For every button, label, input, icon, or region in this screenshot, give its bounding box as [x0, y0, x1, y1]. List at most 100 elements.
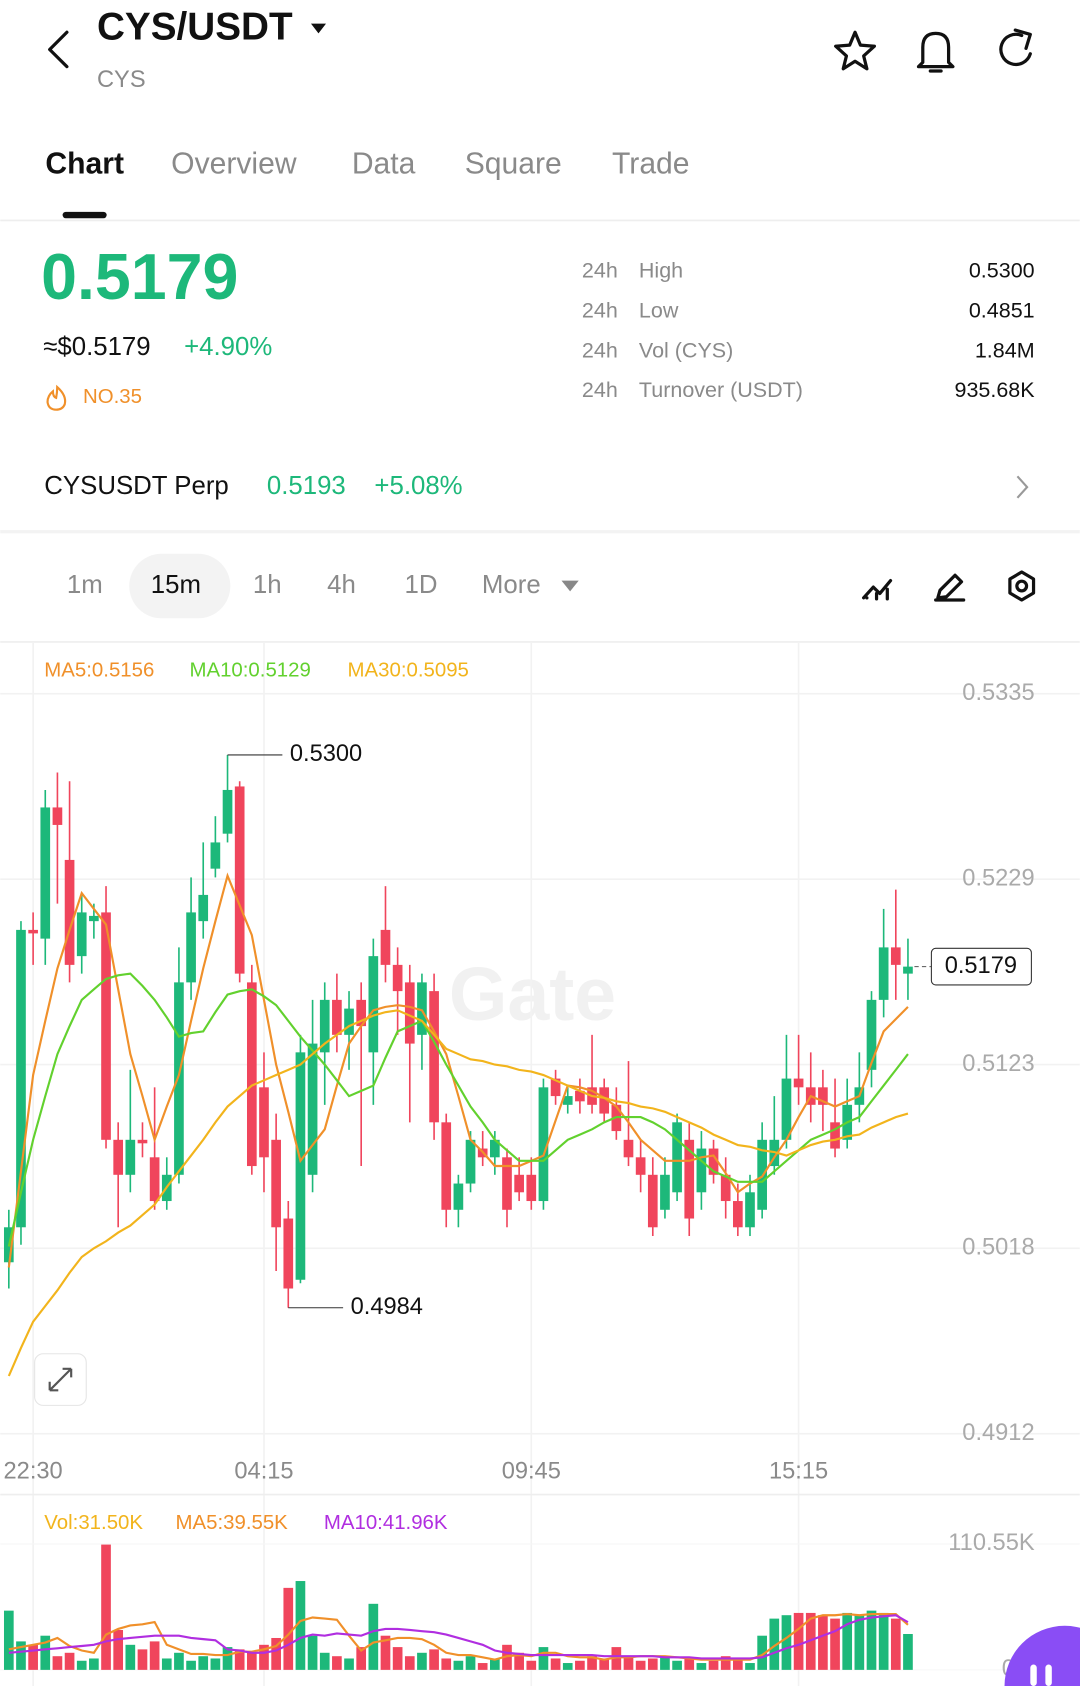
- alert-icon[interactable]: [916, 31, 955, 73]
- volume-bar: [40, 1635, 51, 1670]
- x-tick-label: 09:45: [502, 1458, 561, 1484]
- stat-label: Vol (CYS): [639, 338, 733, 362]
- volume-bar: [210, 1658, 221, 1670]
- volume-bar: [319, 1652, 330, 1670]
- perp-chevron[interactable]: [1016, 475, 1029, 499]
- more-caret[interactable]: [561, 580, 579, 592]
- volume-bar: [818, 1615, 828, 1670]
- x-tick-label: 04:15: [234, 1458, 293, 1484]
- candle-body: [307, 1043, 318, 1175]
- candle-body: [246, 982, 257, 1167]
- volume-bar: [903, 1633, 913, 1670]
- volume-bar: [149, 1641, 160, 1670]
- volume-bar: [660, 1656, 670, 1670]
- candle-body: [198, 894, 209, 922]
- candle-body: [149, 1157, 160, 1202]
- y-tick-label: 0.5123: [962, 1051, 1034, 1077]
- candle-body: [575, 1090, 585, 1102]
- y-tick-label: 110.55K: [948, 1530, 1035, 1556]
- volume-bar: [441, 1658, 452, 1670]
- candle-body: [356, 999, 367, 1027]
- interval[interactable]: 15m: [151, 571, 201, 599]
- volume-bar: [417, 1652, 427, 1670]
- last-price: 0.5179: [41, 241, 238, 313]
- usd-price: ≈$0.5179: [43, 333, 150, 361]
- interval[interactable]: 1h: [253, 571, 282, 599]
- tab[interactable]: Overview: [171, 148, 297, 181]
- volume-bar: [307, 1635, 318, 1670]
- stat-period: 24h: [582, 378, 618, 402]
- volume-bar: [28, 1644, 38, 1670]
- divider: [0, 530, 1080, 534]
- volume-bar: [161, 1658, 172, 1670]
- settings-icon[interactable]: [1008, 570, 1036, 602]
- interval[interactable]: 1m: [67, 571, 103, 599]
- candle-body: [550, 1078, 561, 1097]
- volume-bar: [830, 1618, 840, 1670]
- tab[interactable]: Chart: [45, 148, 124, 181]
- volume-bar: [538, 1647, 549, 1670]
- volume-bar: [76, 1660, 87, 1670]
- perp-name[interactable]: CYSUSDT Perp: [44, 472, 228, 500]
- y-tick-label: 0.5335: [962, 680, 1034, 706]
- back-button[interactable]: [48, 30, 69, 69]
- volume-bar: [550, 1658, 561, 1670]
- pair-dropdown[interactable]: [310, 23, 327, 34]
- volume-bar: [246, 1652, 257, 1670]
- draw-icon[interactable]: [934, 573, 966, 602]
- candle-body: [64, 859, 75, 965]
- interval[interactable]: 1D: [405, 571, 438, 599]
- candle-body: [28, 929, 38, 934]
- tab[interactable]: Trade: [612, 148, 690, 181]
- volume-bar: [647, 1658, 658, 1670]
- legend-entry: MA10:41.96K: [324, 1512, 448, 1534]
- volume-chart: 110.55K0.0Vol:31.50KMA5:39.55KMA10:41.96…: [0, 1512, 1080, 1682]
- expand-icon: [48, 1367, 73, 1392]
- favorite-icon[interactable]: [834, 30, 877, 71]
- candle-body: [283, 1218, 294, 1289]
- tab[interactable]: Square: [465, 148, 562, 181]
- volume-bar: [174, 1652, 184, 1670]
- volume-bar: [526, 1660, 537, 1670]
- base-asset: CYS: [97, 67, 146, 93]
- candle-body: [259, 1087, 269, 1158]
- volume-bar: [599, 1658, 610, 1670]
- indicator-icon[interactable]: [862, 579, 893, 601]
- volume-bar: [137, 1649, 148, 1670]
- candle-body: [599, 1087, 610, 1114]
- candle-body: [16, 929, 26, 1228]
- candle-body: [89, 915, 99, 922]
- candle-body: [295, 1052, 306, 1280]
- volume-bar: [356, 1647, 367, 1670]
- candle-body: [793, 1078, 804, 1088]
- pair-title[interactable]: CYS/USDT: [97, 5, 293, 48]
- volume-bar: [465, 1656, 476, 1670]
- assistant-button[interactable]: [1004, 1625, 1080, 1686]
- candle-body: [101, 912, 111, 1140]
- volume-bar: [271, 1637, 281, 1670]
- candle-body: [222, 789, 233, 834]
- interval[interactable]: 4h: [327, 571, 356, 599]
- tab[interactable]: Data: [352, 148, 416, 181]
- interval[interactable]: More: [482, 571, 541, 599]
- volume-bar: [708, 1660, 719, 1670]
- volume-bar: [793, 1612, 804, 1670]
- perp-change: +5.08%: [374, 472, 462, 500]
- last-price-box: [930, 947, 1032, 986]
- volume-ma-line: [8, 1612, 909, 1661]
- volume-bar: [259, 1644, 269, 1670]
- volume-bar: [733, 1658, 743, 1670]
- share-icon[interactable]: [999, 28, 1032, 67]
- volume-bar: [477, 1663, 488, 1670]
- candle-body: [890, 947, 901, 965]
- legend-entry: MA5:0.5156: [44, 659, 154, 681]
- volume-bar: [490, 1658, 500, 1670]
- candle-body: [623, 1139, 634, 1158]
- candle-body: [672, 1122, 682, 1193]
- stat-label: High: [639, 259, 683, 283]
- volume-bar: [429, 1649, 439, 1670]
- volume-bar: [720, 1656, 731, 1670]
- legend-entry: MA10:0.5129: [189, 659, 310, 681]
